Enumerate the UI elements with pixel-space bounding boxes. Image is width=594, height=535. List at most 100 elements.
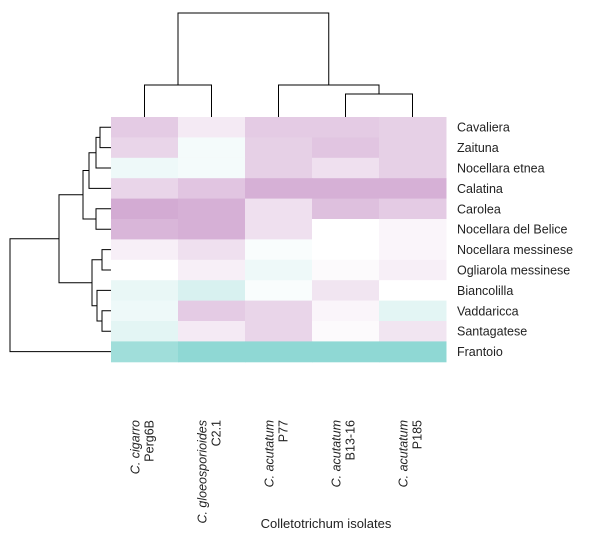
- heatmap-cell: [111, 198, 179, 220]
- dendrogram-branch: [9, 238, 111, 353]
- row-dendrogram: [9, 126, 111, 353]
- heatmap-cell: [245, 157, 313, 179]
- heatmap-cell: [178, 341, 246, 363]
- heatmap-cell: [245, 300, 313, 322]
- heatmap-cell: [178, 219, 246, 240]
- row-label: Nocellara messinese: [457, 243, 573, 257]
- heatmap-cell: [111, 341, 179, 363]
- heatmap-cell: [111, 219, 179, 240]
- heatmap-cell: [312, 280, 380, 302]
- row-label: Calatina: [457, 182, 503, 196]
- heatmap-cell: [111, 178, 179, 200]
- heatmap-cell: [245, 239, 313, 261]
- heatmap-cell: [111, 157, 179, 179]
- heatmap-cell: [111, 300, 179, 322]
- heatmap-cell: [379, 117, 447, 138]
- heatmap-cell: [312, 157, 380, 179]
- dendrogram-branch: [58, 194, 92, 284]
- heatmap-cell: [312, 239, 380, 261]
- heatmap-cell: [111, 239, 179, 261]
- heatmap-cell: [312, 198, 380, 220]
- dendrogram-branch: [101, 249, 111, 271]
- dendrogram-branch: [95, 208, 111, 230]
- heatmap-cell: [379, 239, 447, 261]
- heatmap-cell: [111, 117, 179, 138]
- dendrogram-branch: [99, 126, 111, 149]
- row-label: Nocellara etnea: [457, 162, 545, 176]
- heatmap-cell: [178, 157, 246, 179]
- heatmap-cell: [379, 300, 447, 322]
- heatmap-cell: [245, 137, 313, 159]
- heatmap-cell: [312, 321, 380, 342]
- dendrogram-branch: [144, 84, 212, 117]
- column-dendrogram: [144, 12, 413, 117]
- column-strain-label: C2.1: [210, 420, 224, 446]
- dendrogram-branch: [278, 84, 380, 117]
- column-label: C. cigarro Perg6B: [129, 420, 157, 474]
- heatmap-cell: [245, 259, 313, 281]
- dendrogram-branch: [177, 12, 330, 85]
- heatmap-cells: [111, 117, 447, 363]
- column-strain-label: B13-16: [344, 420, 358, 460]
- heatmap-cell: [312, 259, 380, 281]
- heatmap-cell: [312, 137, 380, 159]
- column-species-label: C. cigarro: [129, 420, 143, 474]
- heatmap-cell: [111, 137, 179, 159]
- row-label: Biancolilla: [457, 284, 513, 298]
- heatmap-cell: [111, 321, 179, 342]
- dendrogram-branch: [96, 289, 111, 322]
- row-label: Nocellara del Belice: [457, 223, 568, 237]
- heatmap-cell: [178, 321, 246, 342]
- row-label: Frantoio: [457, 345, 503, 359]
- heatmap-cell: [245, 280, 313, 302]
- column-species-label: C. acutatum: [263, 420, 277, 487]
- column-strain-label: P185: [411, 420, 425, 449]
- heatmap-cell: [245, 321, 313, 342]
- row-label: Vaddaricca: [457, 304, 519, 318]
- heatmap-cell: [245, 178, 313, 200]
- heatmap-cell: [312, 300, 380, 322]
- row-label: Carolea: [457, 202, 501, 216]
- heatmap-cell: [379, 137, 447, 159]
- heatmap-cell: [245, 117, 313, 138]
- column-label: C. acutatum P77: [263, 420, 291, 487]
- heatmap-cell: [379, 198, 447, 220]
- heatmap-cell: [245, 198, 313, 220]
- column-labels: C. cigarro Perg6B C. gloeosporioides C2.1 C.…: [129, 420, 425, 524]
- column-species-label: C. acutatum: [330, 420, 344, 487]
- dendrogram-branch: [88, 152, 111, 189]
- heatmap-cell: [379, 219, 447, 240]
- row-label: Santagatese: [457, 325, 527, 339]
- dendrogram-branch: [95, 136, 111, 169]
- dendrogram-branch: [101, 310, 111, 332]
- heatmap-cell: [379, 178, 447, 200]
- heatmap-cell: [178, 280, 246, 302]
- heatmap-cell: [245, 219, 313, 240]
- heatmap-cell: [312, 341, 380, 363]
- column-strain-label: Perg6B: [143, 420, 157, 462]
- column-strain-label: P77: [277, 420, 291, 442]
- heatmap-cell: [379, 157, 447, 179]
- heatmap-cell: [111, 259, 179, 281]
- heatmap-cell: [312, 219, 380, 240]
- heatmap-cell: [178, 198, 246, 220]
- column-label: C. gloeosporioides C2.1: [196, 420, 224, 524]
- column-label: C. acutatum P185: [397, 420, 425, 487]
- column-species-label: C. gloeosporioides: [196, 420, 210, 524]
- heatmap-cell: [178, 239, 246, 261]
- heatmap-cell: [312, 178, 380, 200]
- heatmap-cell: [178, 117, 246, 138]
- row-label: Cavaliera: [457, 121, 510, 135]
- x-axis-label: Colletotrichum isolates: [261, 516, 392, 531]
- heatmap-cell: [379, 341, 447, 363]
- heatmap-cell: [178, 300, 246, 322]
- heatmap-cell: [178, 178, 246, 200]
- heatmap-cell: [245, 341, 313, 363]
- heatmap-cell: [111, 280, 179, 302]
- dendrogram-branch: [345, 93, 413, 117]
- heatmap-cell: [178, 259, 246, 281]
- row-label: Ogliarola messinese: [457, 264, 570, 278]
- heatmap-cell: [178, 137, 246, 159]
- column-species-label: C. acutatum: [397, 420, 411, 487]
